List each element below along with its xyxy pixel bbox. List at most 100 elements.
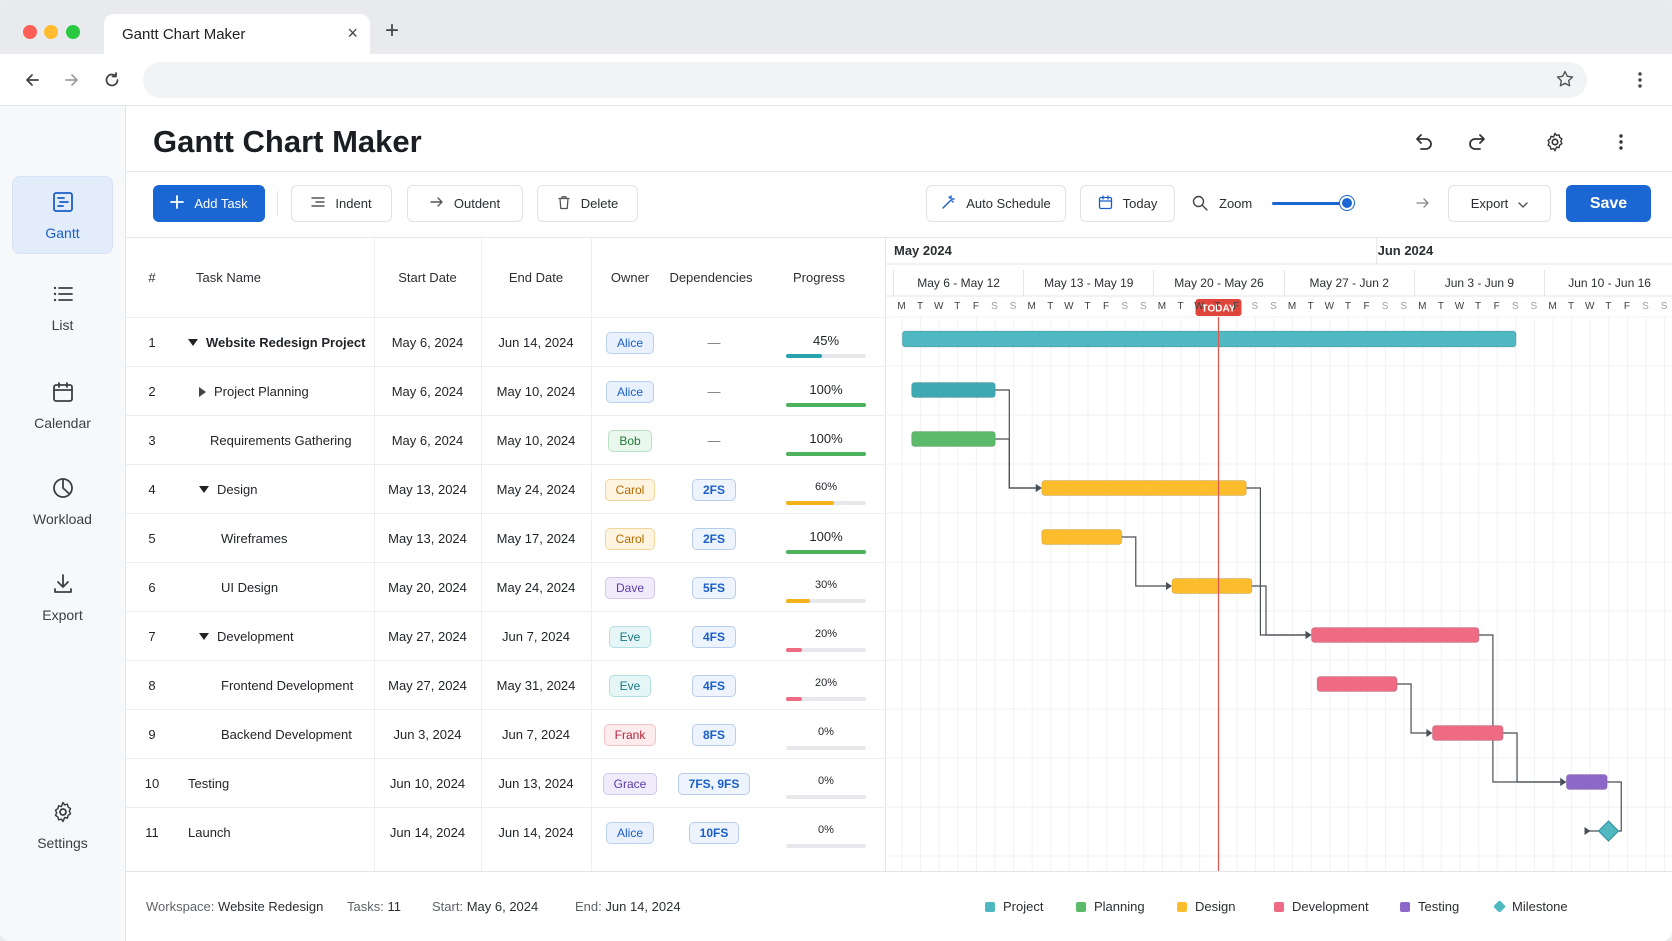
close-window-dot[interactable] <box>23 25 37 39</box>
auto-schedule-button[interactable]: Auto Schedule <box>926 185 1066 222</box>
task-name-cell[interactable]: Development <box>199 612 366 661</box>
rail-item-calendar[interactable]: Calendar <box>12 366 113 444</box>
dependencies-cell[interactable]: 2FS <box>669 514 759 563</box>
tab-close-icon[interactable]: × <box>347 23 358 43</box>
undo-icon[interactable] <box>1408 127 1438 157</box>
task-name-cell[interactable]: Backend Development <box>221 710 366 759</box>
table-row[interactable]: 2 Project Planning May 6, 2024 May 10, 2024… <box>126 366 886 415</box>
end-date-cell[interactable]: Jun 14, 2024 <box>498 825 574 840</box>
dependencies-cell[interactable]: 4FS <box>669 612 759 661</box>
start-date-cell[interactable]: Jun 14, 2024 <box>389 825 466 840</box>
task-bar[interactable] <box>911 431 996 447</box>
minimize-window-dot[interactable] <box>44 25 58 39</box>
dependencies-cell[interactable]: 2FS <box>669 465 759 514</box>
task-bar[interactable] <box>1041 480 1247 496</box>
end-date-cell[interactable]: Jun 14, 2024 <box>498 335 574 350</box>
end-date-cell[interactable]: May 24, 2024 <box>496 580 576 595</box>
dependencies-cell[interactable]: 10FS <box>669 808 759 857</box>
column-header-task-name[interactable]: Task Name <box>196 269 262 285</box>
start-date-cell[interactable]: May 6, 2024 <box>391 384 464 399</box>
back-arrow-icon[interactable] <box>18 66 46 94</box>
end-date-cell[interactable]: May 10, 2024 <box>496 433 576 448</box>
column-header-end-date[interactable]: End Date <box>508 269 564 285</box>
column-header-start-date[interactable]: Start Date <box>398 269 457 285</box>
today-button[interactable]: Today <box>1080 185 1175 222</box>
address-input[interactable] <box>143 62 1587 98</box>
collapse-caret-icon[interactable] <box>188 339 198 346</box>
redo-icon[interactable] <box>1463 127 1493 157</box>
outdent-button[interactable]: Outdent <box>407 185 523 222</box>
indent-button[interactable]: Indent <box>291 185 392 222</box>
task-bar[interactable] <box>911 382 996 398</box>
owner-cell[interactable]: Bob <box>591 416 669 465</box>
browser-tab[interactable]: Gantt Chart Maker × <box>104 14 370 54</box>
collapse-caret-icon[interactable] <box>199 633 209 640</box>
task-bar[interactable] <box>1311 627 1480 643</box>
owner-cell[interactable]: Alice <box>591 367 669 416</box>
dependencies-cell[interactable]: — <box>669 367 759 416</box>
task-name-cell[interactable]: UI Design <box>221 563 366 612</box>
rail-item-workload[interactable]: Workload <box>12 462 113 540</box>
end-date-cell[interactable]: May 31, 2024 <box>496 678 576 693</box>
column-header-progress[interactable]: Progress <box>792 269 846 285</box>
owner-cell[interactable]: Alice <box>591 808 669 857</box>
start-date-cell[interactable]: Jun 10, 2024 <box>389 776 466 791</box>
expand-caret-icon[interactable] <box>199 386 206 397</box>
dependencies-cell[interactable]: 7FS, 9FS <box>669 759 759 808</box>
dependency-badge[interactable]: 5FS <box>691 576 736 599</box>
task-bar[interactable] <box>1316 676 1398 692</box>
owner-cell[interactable]: Carol <box>591 514 669 563</box>
end-date-cell[interactable]: Jun 7, 2024 <box>502 629 570 644</box>
owner-cell[interactable]: Alice <box>591 318 669 367</box>
browser-menu-icon[interactable] <box>1630 66 1650 94</box>
table-row[interactable]: 4 Design May 13, 2024 May 24, 2024 Carol 2FS 6… <box>126 464 886 513</box>
task-name-cell[interactable]: Design <box>199 465 366 514</box>
owner-cell[interactable]: Eve <box>591 612 669 661</box>
delete-button[interactable]: Delete <box>537 185 638 222</box>
task-bar[interactable] <box>1565 774 1608 790</box>
owner-cell[interactable]: Frank <box>591 710 669 759</box>
owner-cell[interactable]: Dave <box>591 563 669 612</box>
start-date-cell[interactable]: May 27, 2024 <box>388 629 467 644</box>
task-name-cell[interactable]: Frontend Development <box>221 661 366 710</box>
bookmark-star-icon[interactable] <box>1555 69 1575 94</box>
dependencies-cell[interactable]: — <box>669 318 759 367</box>
add-task-button[interactable]: Add Task <box>153 185 265 222</box>
start-date-cell[interactable]: May 13, 2024 <box>388 531 467 546</box>
owner-cell[interactable]: Carol <box>591 465 669 514</box>
start-date-cell[interactable]: May 6, 2024 <box>391 335 464 350</box>
reload-icon[interactable] <box>98 66 126 94</box>
table-row[interactable]: 5 Wireframes May 13, 2024 May 17, 2024 Carol… <box>126 513 886 562</box>
dependency-badge[interactable]: 8FS <box>691 723 736 746</box>
task-name-cell[interactable]: Wireframes <box>221 514 366 563</box>
owner-cell[interactable]: Eve <box>591 661 669 710</box>
task-bar[interactable] <box>1041 529 1123 545</box>
table-row[interactable]: 7 Development May 27, 2024 Jun 7, 2024 Eve 4F… <box>126 611 886 660</box>
dependency-badge[interactable]: 2FS <box>691 527 736 550</box>
dependencies-cell[interactable]: 8FS <box>669 710 759 759</box>
dependency-badge[interactable]: 7FS, 9FS <box>677 772 751 795</box>
rail-item-settings[interactable]: Settings <box>12 786 113 864</box>
dependency-badge[interactable]: 2FS <box>691 478 736 501</box>
table-row[interactable]: 8 Frontend Development May 27, 2024 May 31,… <box>126 660 886 709</box>
more-options-icon[interactable] <box>1606 127 1636 157</box>
task-name-cell[interactable]: Testing <box>188 759 366 808</box>
dependencies-cell[interactable]: 5FS <box>669 563 759 612</box>
column-header-owner[interactable]: Owner <box>610 269 650 285</box>
task-name-cell[interactable]: Project Planning <box>199 367 366 416</box>
task-bar[interactable] <box>1171 578 1253 594</box>
maximize-window-dot[interactable] <box>66 25 80 39</box>
table-row[interactable]: 10 Testing Jun 10, 2024 Jun 13, 2024 Grace 7F… <box>126 758 886 807</box>
end-date-cell[interactable]: Jun 13, 2024 <box>498 776 574 791</box>
column-header-dependencies[interactable]: Dependencies <box>669 269 753 285</box>
milestone-diamond[interactable] <box>1597 820 1620 842</box>
task-bar[interactable] <box>901 330 1517 348</box>
dependency-badge[interactable]: 10FS <box>688 821 740 844</box>
forward-arrow-icon[interactable] <box>58 66 86 94</box>
rail-item-list[interactable]: List <box>12 268 113 346</box>
end-date-cell[interactable]: May 10, 2024 <box>496 384 576 399</box>
start-date-cell[interactable]: May 20, 2024 <box>388 580 467 595</box>
rail-item-export[interactable]: Export <box>12 558 113 636</box>
end-date-cell[interactable]: May 24, 2024 <box>496 482 576 497</box>
start-date-cell[interactable]: May 6, 2024 <box>391 433 464 448</box>
